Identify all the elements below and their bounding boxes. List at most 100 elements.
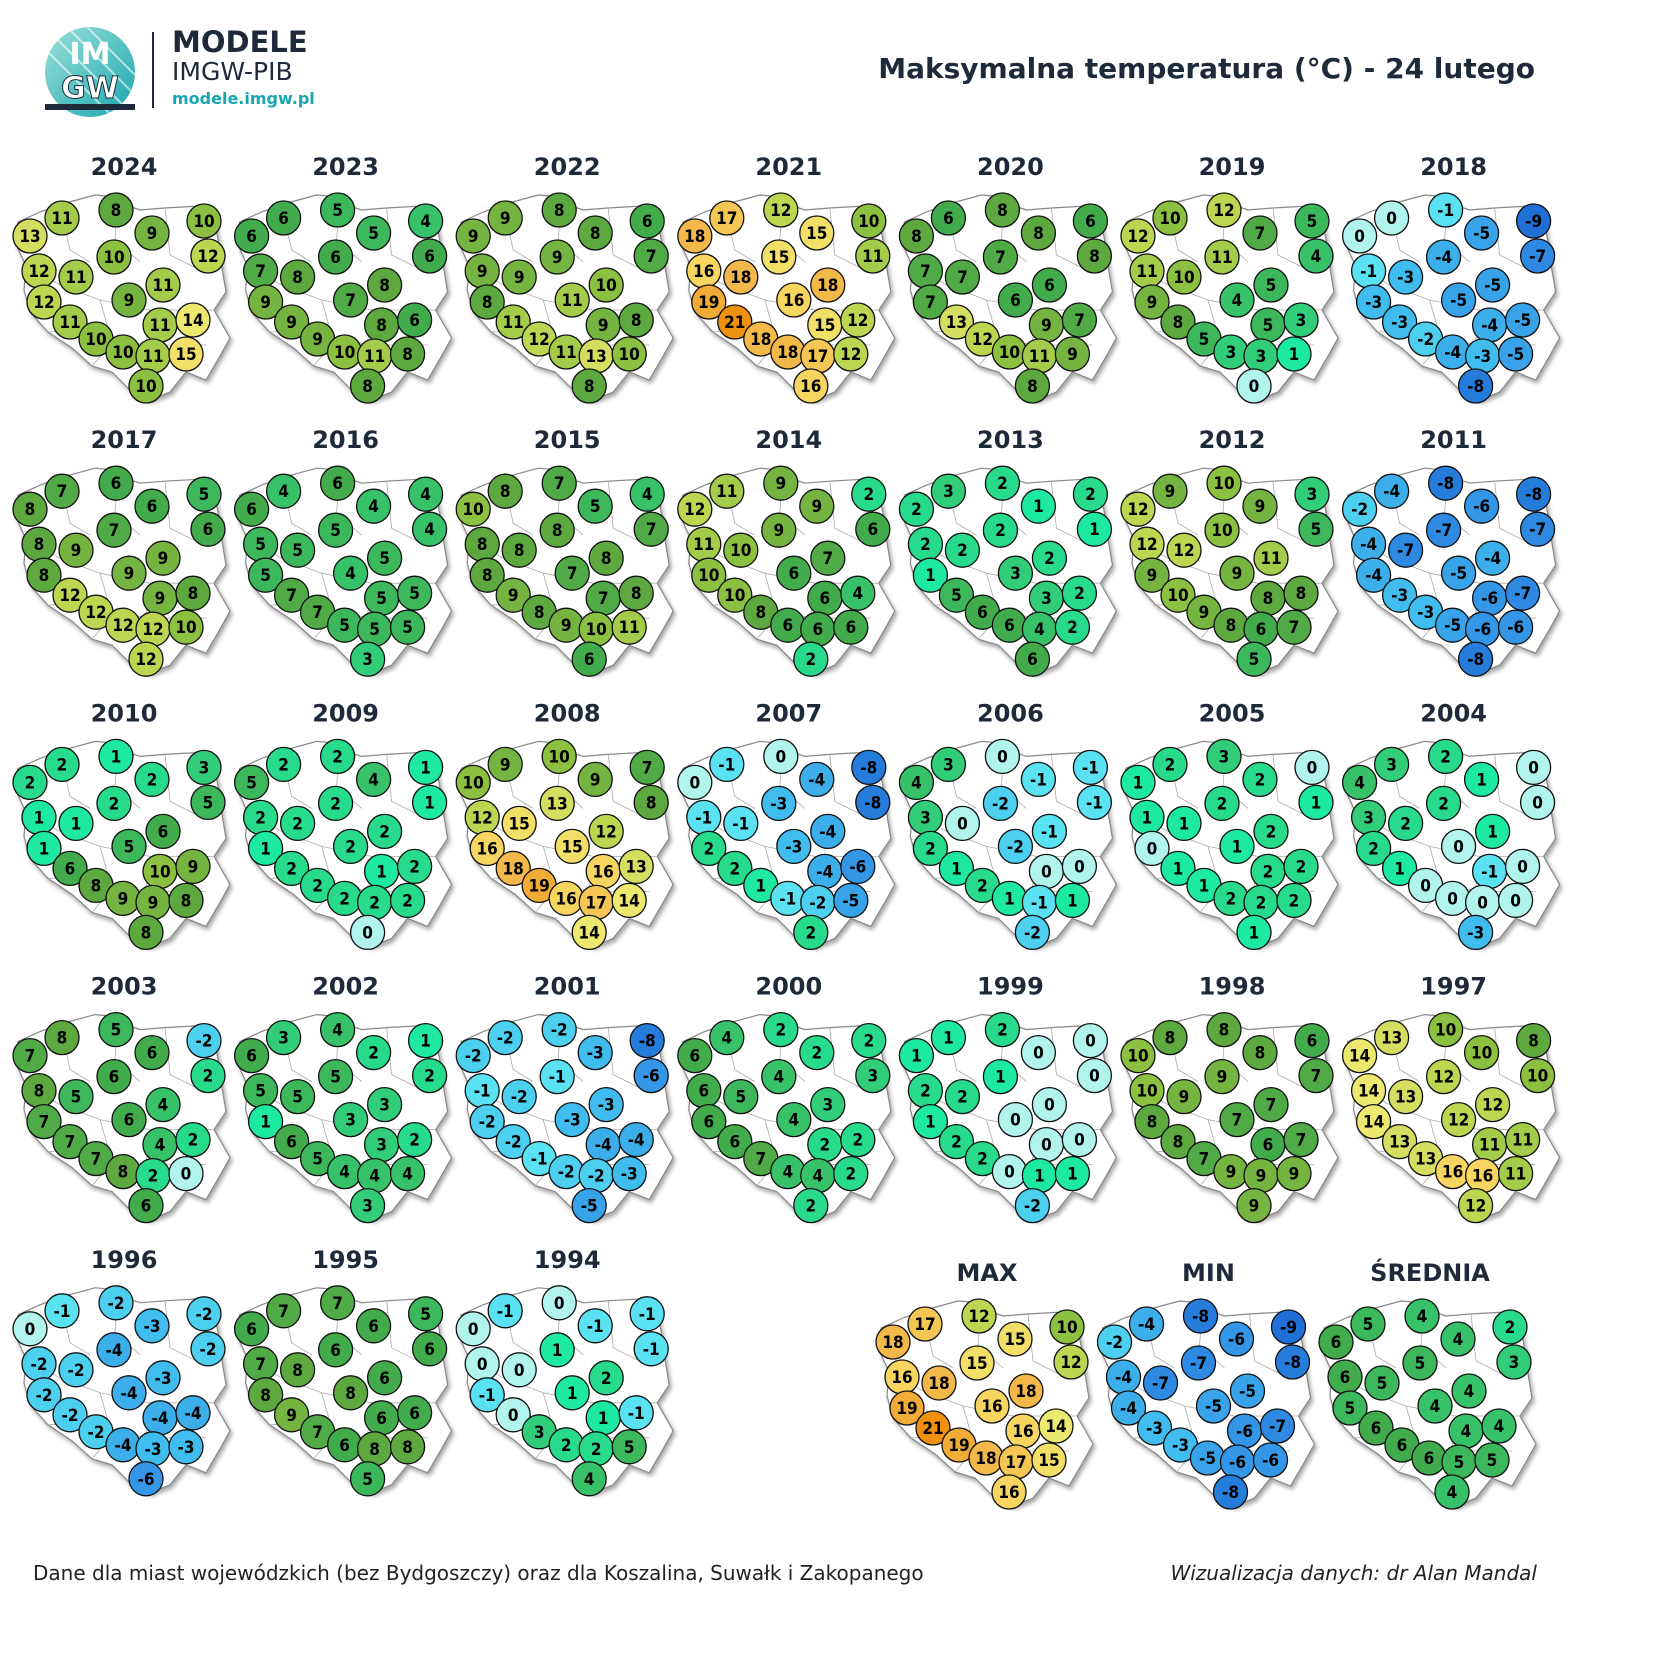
city-value: -8 — [1437, 474, 1454, 494]
city-value: -2 — [465, 1047, 482, 1067]
city-value: 8 — [111, 201, 122, 221]
city-value: 9 — [1256, 1167, 1267, 1187]
city-value: 5 — [1377, 1374, 1388, 1394]
city-marker — [1496, 1344, 1532, 1380]
city-value: -1 — [1041, 822, 1058, 842]
map-label: 2003 — [91, 973, 158, 1001]
city-value: 0 — [1044, 1096, 1055, 1116]
city-value: 17 — [807, 347, 828, 367]
city-value: 1 — [1249, 923, 1260, 943]
city-marker — [577, 488, 613, 524]
city-marker — [539, 785, 575, 822]
city-marker — [487, 1293, 523, 1329]
city-value: 18 — [777, 343, 798, 363]
city-value: 7 — [1266, 1096, 1277, 1116]
city-marker — [618, 848, 654, 885]
city-value: 10 — [1527, 1067, 1548, 1087]
city-marker — [265, 1293, 302, 1329]
city-value: 3 — [1226, 343, 1237, 363]
city-marker — [959, 1345, 995, 1381]
city-marker — [1166, 532, 1202, 568]
city-value: 11 — [619, 618, 640, 638]
city-marker — [1020, 1034, 1057, 1071]
city-value: 4 — [788, 1111, 799, 1131]
city-value: 8 — [376, 316, 387, 336]
city-marker — [1457, 1187, 1494, 1224]
city-marker — [938, 850, 975, 887]
city-marker — [1427, 738, 1464, 775]
logo-text: IM — [69, 37, 110, 72]
city-value: -1 — [549, 1068, 566, 1088]
city-value: 9 — [260, 293, 271, 313]
city-marker — [317, 239, 354, 275]
city-value: 14 — [1045, 1417, 1066, 1437]
city-value: 8 — [362, 377, 373, 397]
city-value: 14 — [1349, 1047, 1370, 1067]
city-value: 0 — [1089, 1067, 1100, 1087]
city-value: 14 — [1363, 1113, 1384, 1133]
city-value: -4 — [1435, 248, 1452, 268]
city-marker — [709, 746, 745, 783]
city-value: 7 — [822, 549, 833, 569]
city-value: 3 — [1010, 564, 1021, 584]
city-value: -8 — [639, 1032, 656, 1052]
city-value: -4 — [816, 862, 833, 882]
city-value: 5 — [124, 837, 135, 857]
city-marker — [1425, 239, 1462, 275]
city-value: 5 — [339, 616, 350, 636]
city-marker — [991, 1474, 1027, 1510]
city-marker — [633, 238, 669, 274]
city-value: 7 — [1289, 618, 1300, 638]
city-value: 18 — [750, 330, 771, 350]
city-value: 9 — [124, 291, 135, 311]
city-marker — [1014, 914, 1051, 951]
city-marker — [833, 336, 869, 372]
city-value: 2 — [911, 500, 922, 520]
city-value: 6 — [246, 1047, 257, 1067]
city-value: -6 — [1481, 589, 1498, 609]
city-value: 4 — [773, 1068, 784, 1088]
city-value: -4 — [152, 1409, 169, 1429]
city-marker — [997, 555, 1034, 591]
city-value: 2 — [1256, 893, 1267, 913]
city-value: 1 — [943, 1029, 954, 1049]
city-value: 5 — [292, 541, 303, 561]
city-value: 5 — [362, 1470, 373, 1490]
city-value: 2 — [339, 889, 350, 909]
city-value: 4 — [332, 1021, 343, 1041]
city-marker — [1120, 218, 1156, 254]
city-marker — [128, 914, 164, 951]
city-value: -7 — [1435, 521, 1452, 541]
city-value: 9 — [775, 474, 786, 494]
city-value: 6 — [424, 247, 435, 267]
city-value: 1 — [1004, 889, 1015, 909]
city-value: 0 — [508, 1406, 519, 1426]
city-marker — [111, 555, 147, 591]
city-value: 9 — [811, 497, 822, 517]
city-marker — [469, 1103, 505, 1140]
city-value: 2 — [1165, 755, 1176, 775]
city-value: -3 — [1474, 347, 1491, 367]
city-marker — [1061, 1121, 1098, 1158]
city-marker — [111, 1375, 147, 1411]
city-marker — [1031, 1442, 1067, 1478]
city-value: -3 — [785, 837, 802, 857]
city-marker — [855, 1057, 891, 1094]
city-value: 8 — [1027, 377, 1038, 397]
city-value: 4 — [1417, 1307, 1428, 1327]
city-value: 1 — [1067, 891, 1078, 911]
city-value: 5 — [255, 535, 266, 555]
city-marker — [1276, 336, 1312, 372]
city-marker — [1206, 192, 1242, 228]
city-marker — [1206, 1011, 1242, 1048]
city-value: -1 — [1437, 201, 1454, 221]
city-value: -6 — [1236, 1422, 1253, 1442]
city-marker — [265, 473, 302, 509]
city-marker — [273, 304, 310, 340]
city-value: 16 — [981, 1397, 1002, 1417]
city-value: 8 — [1165, 1029, 1176, 1049]
city-marker — [633, 784, 669, 821]
